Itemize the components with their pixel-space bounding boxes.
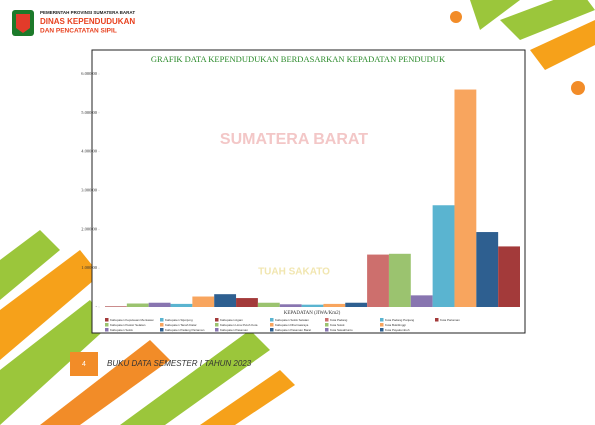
- legend-swatch: [380, 328, 384, 332]
- bar: [432, 205, 455, 307]
- legend-swatch: [380, 318, 384, 322]
- legend-label: Kabupaten Sijunjung: [165, 318, 193, 322]
- bar: [257, 302, 280, 307]
- legend-label: Kabupaten Pasaman: [220, 328, 248, 332]
- legend-label: Kabupaten Pasaman Barat: [275, 328, 311, 332]
- legend-swatch: [160, 323, 164, 327]
- y-tick-label: 2.000,00: [81, 226, 98, 232]
- org-name: PEMERINTAH PROVINSI SUMATERA BARAT: [40, 10, 135, 15]
- legend-swatch: [105, 318, 109, 322]
- y-tick-label: 3.000,00: [81, 188, 98, 194]
- y-tick-label: 1.000,00: [81, 265, 98, 271]
- legend-swatch: [325, 318, 329, 322]
- bar: [105, 306, 127, 307]
- legend-label: Kabupaten Tanah Datar: [165, 323, 197, 327]
- legend-label: Kota Pariaman: [440, 318, 460, 322]
- legend-swatch: [270, 318, 274, 322]
- legend-label: Kabupaten Solok Selatan: [275, 318, 309, 322]
- bar: [236, 298, 258, 307]
- legend-swatch: [215, 328, 219, 332]
- legend-swatch: [215, 318, 219, 322]
- bar: [214, 294, 237, 307]
- legend-label: Kabupaten Pesisir Selatan: [110, 323, 146, 327]
- dept-name: DINAS KEPENDUDUKAN: [40, 17, 135, 26]
- legend-swatch: [160, 328, 164, 332]
- bar: [367, 254, 389, 307]
- dept-name: DAN PENCATATAN SIPIL: [40, 28, 117, 35]
- watermark: SUMATERA BARAT: [220, 131, 368, 148]
- legend-label: Kabupaten Dharmasraya: [275, 323, 309, 327]
- legend-label: Kabupaten Solok: [110, 328, 133, 332]
- bar: [388, 253, 411, 307]
- legend-swatch: [380, 323, 384, 327]
- legend-swatch: [160, 318, 164, 322]
- footer-text: BUKU DATA SEMESTER I TAHUN 2023: [107, 359, 252, 368]
- legend-label: Kota Payakumbuh: [385, 328, 410, 332]
- plot: - 1.000,00 2.000,00 3.000,00 4.000,00 5.000,0…: [81, 71, 520, 332]
- legend-label: Kota Padang: [330, 318, 348, 322]
- bar: [126, 303, 149, 307]
- watermark: TUAH SAKATO: [258, 267, 330, 278]
- legend-label: Kota Sawahlunto: [330, 328, 353, 332]
- legend-swatch: [270, 328, 274, 332]
- legend-label: Kabupaten Lima Puluh Kota: [220, 323, 258, 327]
- legend-swatch: [215, 323, 219, 327]
- legend-swatch: [105, 323, 109, 327]
- legend-label: Kabupaten Kepulauan Mentawai: [110, 318, 154, 322]
- page-badge: [70, 352, 98, 376]
- legend-label: Kabupaten Padang Pariaman: [165, 328, 205, 332]
- bar: [476, 232, 499, 307]
- legend-swatch: [270, 323, 274, 327]
- y-tick-label: 6.000,00: [81, 71, 98, 77]
- bar: [192, 296, 215, 307]
- legend-swatch: [325, 328, 329, 332]
- legend-label: Kota Bukittinggi: [385, 323, 406, 327]
- legend-label: Kabupaten Agam: [220, 318, 244, 322]
- page-number: 4: [82, 361, 86, 368]
- bar: [498, 246, 520, 307]
- bar: [410, 295, 433, 307]
- bar: [148, 302, 171, 307]
- legend-swatch: [105, 328, 109, 332]
- bar: [345, 302, 368, 307]
- y-tick-label: -: [96, 304, 98, 309]
- chart-title: GRAFIK DATA KEPENDUDUKAN BERDASARKAN KEP…: [151, 54, 446, 64]
- y-tick-label: 5.000,00: [81, 110, 98, 116]
- x-axis-label: KEPADATAN (JIWA/Km2): [284, 311, 341, 316]
- bar: [323, 303, 346, 307]
- bar: [454, 89, 477, 308]
- legend-swatch: [435, 318, 439, 322]
- legend-label: Kota Solok: [330, 323, 345, 327]
- bar: [170, 303, 193, 307]
- bar: [279, 304, 302, 307]
- legend-label: Kota Padang Panjang: [385, 318, 415, 322]
- bar: [301, 304, 324, 307]
- y-tick-label: 4.000,00: [81, 149, 98, 155]
- legend-swatch: [325, 323, 329, 327]
